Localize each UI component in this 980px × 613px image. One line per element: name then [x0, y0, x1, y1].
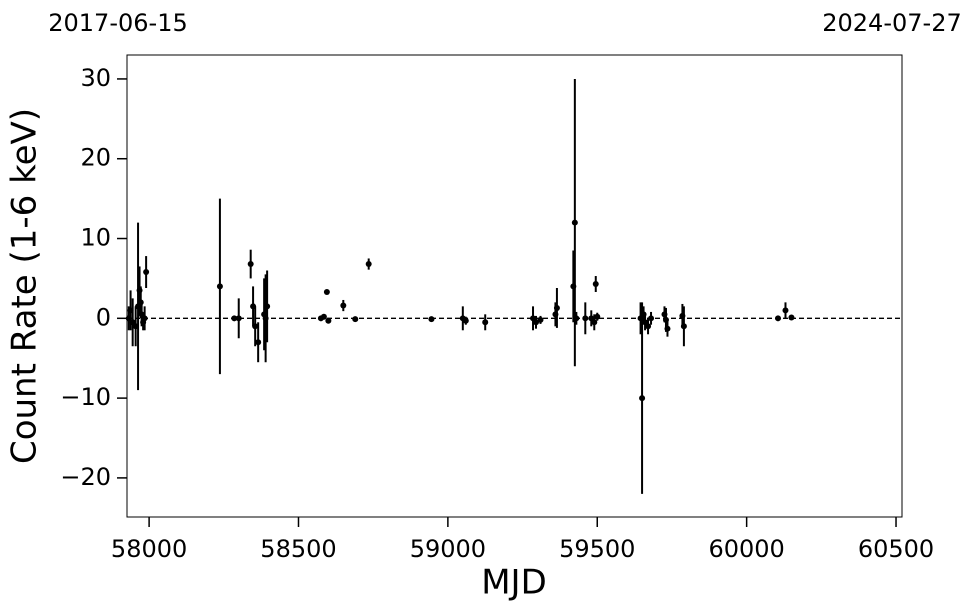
- data-point: [247, 261, 254, 268]
- data-point: [143, 269, 150, 276]
- y-tick-label: 10: [80, 224, 111, 252]
- data-point: [594, 313, 601, 320]
- data-point: [235, 315, 242, 322]
- data-point: [582, 315, 589, 322]
- data-point: [320, 313, 327, 320]
- data-point: [782, 307, 789, 314]
- data-point: [325, 317, 332, 324]
- data-point: [645, 323, 652, 330]
- x-tick-label: 58000: [111, 535, 187, 563]
- data-point: [788, 314, 795, 321]
- x-tick-label: 60500: [858, 535, 934, 563]
- data-point: [352, 316, 359, 323]
- plot-frame: [126, 54, 903, 518]
- data-point: [648, 315, 655, 322]
- end-date: 2024-07-27: [822, 9, 961, 37]
- x-tick-label: 59500: [559, 535, 635, 563]
- data-point: [533, 319, 540, 326]
- start-date: 2017-06-15: [48, 9, 187, 37]
- y-tick-label: 30: [80, 64, 111, 92]
- x-axis-label: MJD: [481, 563, 547, 603]
- data-point: [775, 315, 782, 322]
- x-tick-label: 60000: [708, 535, 784, 563]
- y-tick-label: −20: [60, 463, 111, 491]
- data-point: [141, 315, 148, 322]
- data-point: [591, 319, 598, 326]
- data-point: [428, 316, 435, 323]
- data-point: [365, 261, 372, 268]
- data-point: [482, 319, 489, 326]
- data-point: [639, 395, 646, 402]
- data-point: [264, 303, 271, 310]
- data-point: [323, 288, 330, 295]
- data-point: [462, 317, 469, 324]
- data-point: [255, 339, 262, 346]
- data-point: [537, 316, 544, 323]
- data-point: [680, 323, 687, 330]
- y-tick-label: 20: [80, 144, 111, 172]
- x-tick-label: 59000: [410, 535, 486, 563]
- y-tick-label: −10: [60, 383, 111, 411]
- x-tick-label: 58500: [260, 535, 336, 563]
- y-tick-label: 0: [96, 303, 111, 331]
- y-axis-label: Count Rate (1-6 keV): [5, 108, 45, 464]
- data-point: [216, 283, 223, 290]
- data-point: [571, 219, 578, 226]
- data-point: [231, 315, 238, 322]
- data-point: [592, 281, 599, 288]
- data-point: [553, 304, 560, 311]
- data-point: [573, 315, 580, 322]
- data-point: [340, 302, 347, 309]
- data-point: [252, 323, 259, 330]
- data-point: [664, 325, 671, 332]
